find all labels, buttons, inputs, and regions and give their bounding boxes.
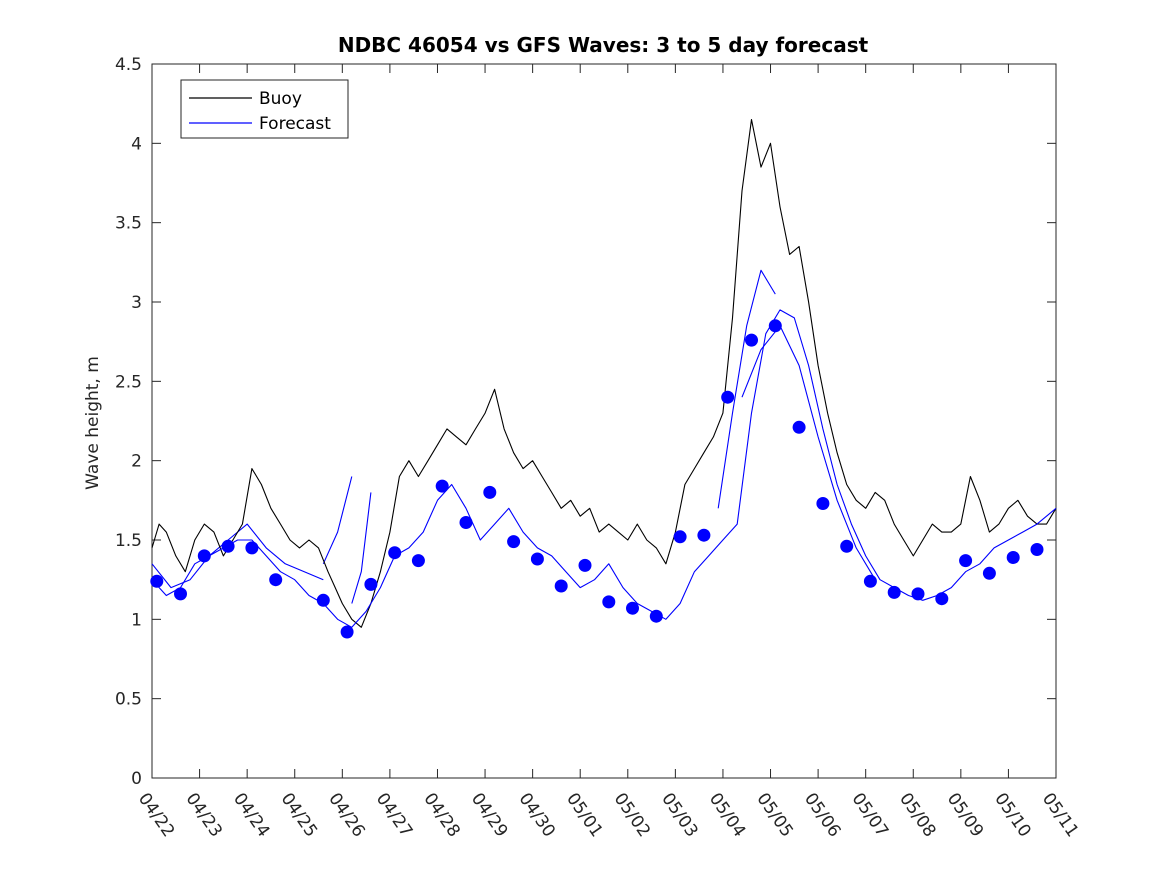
y-tick-label: 0 <box>131 769 142 789</box>
forecast-marker <box>959 554 973 568</box>
forecast-marker <box>530 552 544 566</box>
y-tick-label: 2.5 <box>115 372 142 392</box>
legend-label-forecast: Forecast <box>259 114 331 134</box>
forecast-marker <box>840 539 854 553</box>
forecast-marker <box>792 420 806 434</box>
forecast-marker <box>316 593 330 607</box>
forecast-marker <box>1006 551 1020 564</box>
y-tick-label: 4.5 <box>115 55 142 75</box>
forecast-marker <box>982 566 996 580</box>
forecast-run-line <box>351 492 372 604</box>
chart-title: NDBC 46054 vs GFS Waves: 3 to 5 day fore… <box>338 33 869 57</box>
forecast-marker <box>483 485 497 499</box>
plot-area: 00.511.522.533.544.504/22 04/23 04/24 04/25… <box>115 55 1082 841</box>
forecast-marker <box>364 577 378 591</box>
forecast-marker <box>935 592 949 606</box>
forecast-run-line <box>717 269 776 509</box>
forecast-marker <box>697 528 711 542</box>
y-tick-label: 4 <box>131 134 142 154</box>
forecast-marker <box>1030 543 1044 556</box>
y-tick-label: 1.5 <box>115 531 142 551</box>
forecast-marker <box>507 535 521 549</box>
forecast-marker <box>554 579 568 593</box>
legend-box <box>180 79 349 139</box>
y-axis-label: Wave height, m <box>83 356 103 490</box>
forecast-marker <box>435 479 449 493</box>
forecast-marker <box>768 319 782 333</box>
forecast-marker <box>221 539 235 553</box>
forecast-marker <box>602 595 616 609</box>
forecast-marker <box>673 530 687 544</box>
y-tick-label: 3 <box>131 293 142 313</box>
forecast-marker <box>340 625 354 639</box>
forecast-marker <box>174 587 187 601</box>
forecast-marker <box>745 333 758 347</box>
forecast-marker <box>245 541 259 555</box>
forecast-marker <box>388 546 402 560</box>
forecast-marker <box>626 601 639 615</box>
forecast-marker <box>887 585 901 599</box>
forecast-marker <box>269 573 283 587</box>
y-tick-label: 0.5 <box>115 690 142 710</box>
legend-label-buoy: Buoy <box>259 89 302 109</box>
forecast-marker <box>721 390 735 404</box>
forecast-marker <box>459 516 473 529</box>
y-tick-label: 3.5 <box>115 214 142 234</box>
legend: Buoy Forecast <box>180 79 349 139</box>
forecast-series-line <box>151 309 1057 628</box>
axes-box <box>151 63 1057 779</box>
buoy-series-line <box>151 118 1057 628</box>
forecast-marker <box>863 574 877 588</box>
y-tick-label: 1 <box>131 610 142 630</box>
y-tick-label: 2 <box>131 452 142 472</box>
forecast-run-line <box>322 476 353 565</box>
forecast-marker <box>578 558 592 572</box>
forecast-marker <box>150 574 164 588</box>
forecast-marker <box>197 549 211 563</box>
forecast-marker <box>911 587 925 601</box>
forecast-marker <box>816 497 830 510</box>
forecast-marker <box>411 554 425 568</box>
forecast-marker <box>649 609 663 623</box>
